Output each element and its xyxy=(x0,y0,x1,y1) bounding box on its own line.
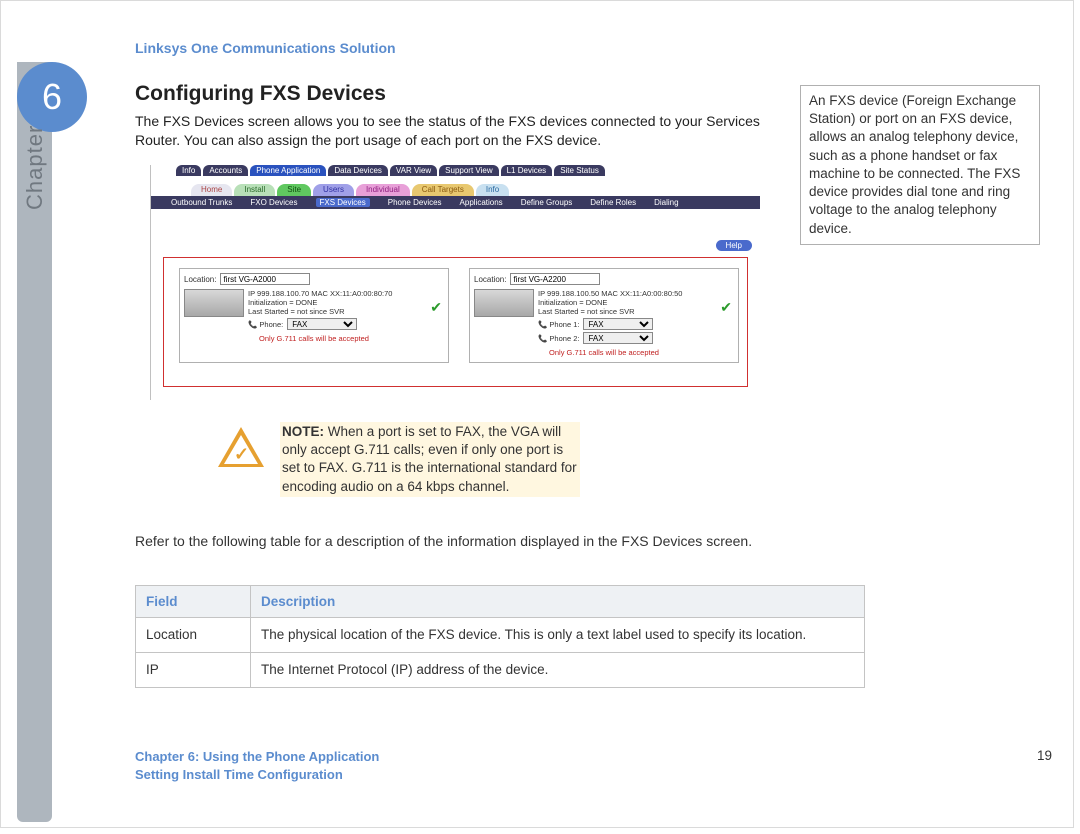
mid-tab[interactable]: Users xyxy=(313,184,354,196)
top-tab[interactable]: Site Status xyxy=(554,165,605,176)
footer: Chapter 6: Using the Phone Application S… xyxy=(135,748,379,783)
status-check-icon: ✔ xyxy=(430,299,442,316)
mid-tab-row: HomeInstallSiteUsersIndividualCall Targe… xyxy=(191,184,760,196)
doc-header: Linksys One Communications Solution xyxy=(135,40,396,56)
top-tab[interactable]: Phone Application xyxy=(250,165,326,176)
mid-tab[interactable]: Info xyxy=(476,184,509,196)
top-tab-row: InfoAccountsPhone ApplicationData Device… xyxy=(176,165,760,176)
device-warn: Only G.711 calls will be accepted xyxy=(474,348,734,357)
table-header-description: Description xyxy=(251,586,865,618)
sub-tab[interactable]: Dialing xyxy=(654,198,678,207)
intro-paragraph: The FXS Devices screen allows you to see… xyxy=(135,112,775,150)
phone-select[interactable]: FAX xyxy=(583,318,653,330)
device-box-1: Location:IP 999.188.100.70 MAC XX:11:A0:… xyxy=(179,268,449,363)
top-tab[interactable]: Info xyxy=(176,165,201,176)
phone-select[interactable]: FAX xyxy=(287,318,357,330)
top-tab[interactable]: Accounts xyxy=(203,165,248,176)
sub-tab[interactable]: FXO Devices xyxy=(250,198,297,207)
sub-tab[interactable]: Define Groups xyxy=(521,198,573,207)
chapter-label: Chapter xyxy=(22,125,48,210)
table-row: LocationThe physical location of the FXS… xyxy=(136,618,865,653)
table-cell-field: IP xyxy=(136,653,251,688)
section-title: Configuring FXS Devices xyxy=(135,82,386,106)
ui-screenshot: InfoAccountsPhone ApplicationData Device… xyxy=(150,165,760,400)
status-check-icon: ✔ xyxy=(720,299,732,316)
page-number: 19 xyxy=(1037,748,1052,763)
footer-line-2: Setting Install Time Configuration xyxy=(135,766,379,784)
mid-tab[interactable]: Call Targets xyxy=(412,184,474,196)
top-tab[interactable]: Data Devices xyxy=(328,165,388,176)
table-cell-desc: The physical location of the FXS device.… xyxy=(251,618,865,653)
location-input[interactable] xyxy=(220,273,310,285)
table-header-field: Field xyxy=(136,586,251,618)
table-cell-desc: The Internet Protocol (IP) address of th… xyxy=(251,653,865,688)
sub-tab[interactable]: Outbound Trunks xyxy=(171,198,232,207)
top-tab[interactable]: L1 Devices xyxy=(501,165,553,176)
table-intro: Refer to the following table for a descr… xyxy=(135,532,865,551)
sub-tab-row: Outbound Trunks FXO Devices FXS Devices Pho… xyxy=(151,196,760,209)
location-input[interactable] xyxy=(510,273,600,285)
sub-tab[interactable]: Applications xyxy=(460,198,503,207)
top-tab[interactable]: VAR View xyxy=(390,165,437,176)
mid-tab[interactable]: Individual xyxy=(356,184,410,196)
table-cell-field: Location xyxy=(136,618,251,653)
device-image xyxy=(184,289,244,317)
help-button[interactable]: Help xyxy=(716,240,752,251)
sub-tab[interactable]: Define Roles xyxy=(590,198,636,207)
field-description-table: Field Description LocationThe physical l… xyxy=(135,585,865,688)
sub-tab[interactable]: Phone Devices xyxy=(388,198,442,207)
device-box-2: Location:IP 999.188.100.50 MAC XX:11:A0:… xyxy=(469,268,739,363)
sub-tab[interactable]: FXS Devices xyxy=(316,198,370,207)
note-bold: NOTE: xyxy=(282,424,324,439)
chapter-number: 6 xyxy=(42,76,62,118)
note-warning-icon: ✓ xyxy=(218,427,264,467)
footer-line-1: Chapter 6: Using the Phone Application xyxy=(135,748,379,766)
note-body: When a port is set to FAX, the VGA will … xyxy=(282,424,577,494)
mid-tab[interactable]: Install xyxy=(234,184,275,196)
note-text: NOTE: When a port is set to FAX, the VGA… xyxy=(280,422,580,497)
phone-select[interactable]: FAX xyxy=(583,332,653,344)
top-tab[interactable]: Support View xyxy=(439,165,498,176)
devices-panel: Location:IP 999.188.100.70 MAC XX:11:A0:… xyxy=(163,257,748,387)
mid-tab[interactable]: Home xyxy=(191,184,232,196)
device-image xyxy=(474,289,534,317)
device-warn: Only G.711 calls will be accepted xyxy=(184,334,444,343)
table-row: IPThe Internet Protocol (IP) address of … xyxy=(136,653,865,688)
sidebar-definition: An FXS device (Foreign Exchange Station)… xyxy=(800,85,1040,245)
mid-tab[interactable]: Site xyxy=(277,184,311,196)
chapter-number-badge: 6 xyxy=(17,62,87,132)
